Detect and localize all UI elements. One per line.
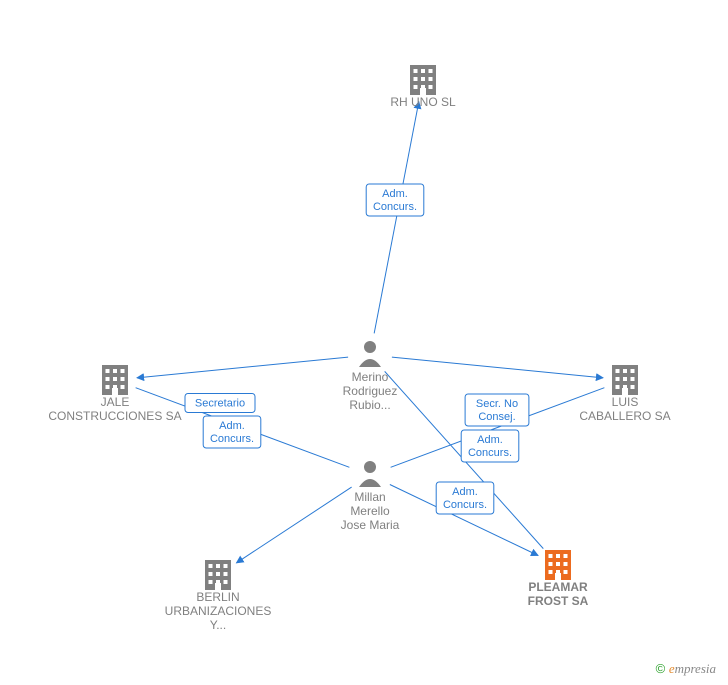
- edge-label-text: Consej.: [478, 411, 515, 423]
- watermark-symbol: ©: [656, 661, 666, 676]
- edge-label-text: Secr. No: [476, 398, 518, 410]
- edge-label-text: Secretario: [195, 398, 245, 410]
- node-label: RH UNO SL: [390, 95, 456, 109]
- edge-label-text: Concurs.: [468, 447, 512, 459]
- watermark: © empresia: [656, 661, 716, 677]
- edge: [137, 357, 348, 378]
- node-label: JALE: [101, 395, 130, 409]
- company-node[interactable]: RH UNO SL: [390, 65, 456, 109]
- company-node[interactable]: LUISCABALLERO SA: [579, 365, 670, 423]
- edge-labels-layer: Adm.Concurs.SecretarioAdm.Concurs.Secr. …: [185, 184, 529, 514]
- node-label: Rodriguez: [343, 384, 398, 398]
- company-node[interactable]: PLEAMARFROST SA: [528, 550, 589, 608]
- node-label: URBANIZACIONES: [165, 604, 272, 618]
- edge-label-text: Concurs.: [210, 433, 254, 445]
- node-label: Millan: [354, 490, 385, 504]
- node-label: Merino: [352, 370, 389, 384]
- nodes-layer: RH UNO SL JALECONSTRUCCIONES SA LUISCABALL…: [48, 65, 670, 632]
- node-label: CONSTRUCCIONES SA: [48, 409, 181, 423]
- watermark-text: mpresia: [675, 661, 716, 676]
- edge: [374, 102, 419, 334]
- company-node[interactable]: JALECONSTRUCCIONES SA: [48, 365, 181, 423]
- edge-label-text: Concurs.: [373, 201, 417, 213]
- company-node[interactable]: BERLINURBANIZACIONESY...: [165, 560, 272, 632]
- node-label: LUIS: [612, 395, 639, 409]
- node-label: CABALLERO SA: [579, 409, 670, 423]
- node-label: Jose Maria: [341, 518, 400, 532]
- edge: [236, 487, 351, 563]
- edge-label-text: Adm.: [382, 188, 408, 200]
- node-label: Rubio...: [349, 398, 390, 412]
- edge-label-text: Concurs.: [443, 499, 487, 511]
- edge-label-text: Adm.: [477, 434, 503, 446]
- node-label: FROST SA: [528, 594, 589, 608]
- node-label: Y...: [210, 618, 226, 632]
- node-label: Merello: [350, 504, 390, 518]
- edge-label-text: Adm.: [452, 486, 478, 498]
- edge: [392, 357, 603, 378]
- node-label: PLEAMAR: [528, 580, 588, 594]
- person-node[interactable]: MillanMerelloJose Maria: [341, 461, 400, 532]
- edge-label-text: Adm.: [219, 420, 245, 432]
- node-label: BERLIN: [196, 590, 239, 604]
